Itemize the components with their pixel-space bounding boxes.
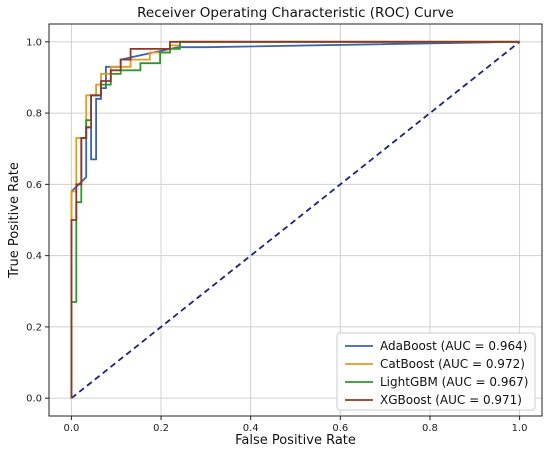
y-tick-label: 0.0	[26, 394, 42, 405]
roc-series-line-2	[70, 40, 520, 399]
legend: AdaBoost (AUC = 0.964) CatBoost (AUC = 0.…	[336, 332, 536, 411]
x-tick-label: 0.0	[63, 423, 79, 434]
y-tick-label: 0.2	[26, 322, 42, 333]
legend-box	[336, 332, 536, 411]
x-tick-label: 0.2	[153, 423, 169, 434]
legend-label: LightGBM (AUC = 0.967)	[380, 375, 528, 389]
x-ticks: 0.0 0.2 0.4 0.6 0.8 1.0	[63, 416, 528, 434]
series-group	[70, 40, 520, 399]
reference-diagonal-line	[70, 41, 521, 399]
y-axis-label: True Positive Rate	[7, 162, 22, 279]
roc-series-line-3	[70, 40, 520, 399]
plot-frame	[48, 23, 543, 417]
legend-label: XGBoost (AUC = 0.971)	[380, 393, 522, 407]
x-tick-label: 0.8	[422, 423, 438, 434]
reference-line-group	[70, 41, 521, 399]
legend-label: AdaBoost (AUC = 0.964)	[380, 339, 527, 353]
chart-title: Receiver Operating Characteristic (ROC) …	[137, 5, 454, 21]
legend-label: CatBoost (AUC = 0.972)	[380, 357, 525, 371]
x-tick-label: 1.0	[512, 423, 528, 434]
y-tick-label: 0.6	[26, 180, 42, 191]
grid-lines	[49, 24, 542, 416]
y-tick-label: 1.0	[26, 37, 42, 48]
y-tick-label: 0.8	[26, 109, 42, 120]
x-axis-label: False Positive Rate	[235, 433, 356, 448]
y-tick-label: 0.4	[26, 251, 42, 262]
y-ticks: 0.0 0.2 0.4 0.6 0.8 1.0	[26, 37, 49, 405]
x-tick-label: 0.4	[243, 423, 259, 434]
x-tick-label: 0.6	[332, 423, 348, 434]
